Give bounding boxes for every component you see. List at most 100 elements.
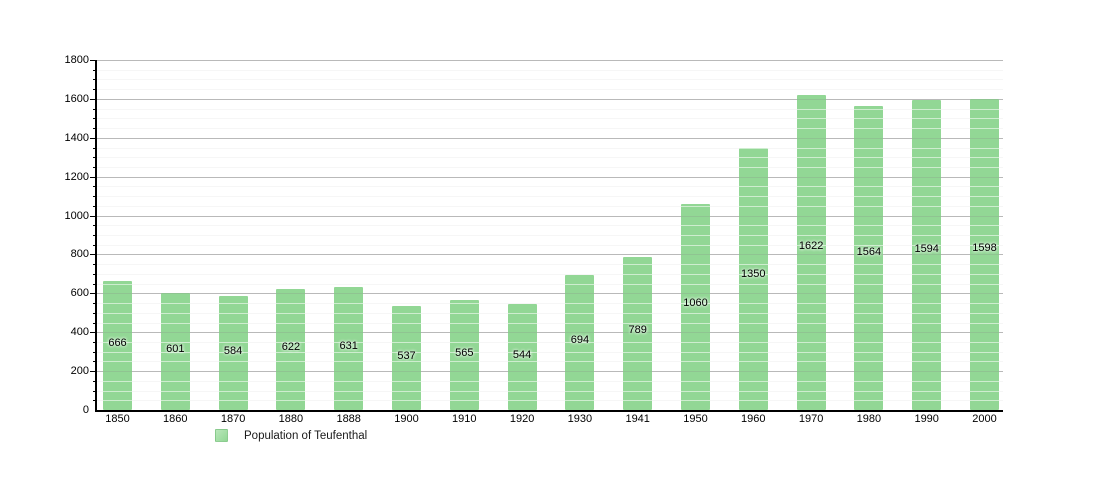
- y-tick-mark: [90, 332, 96, 334]
- x-tick-label: 1970: [798, 413, 824, 425]
- y-tick-mark: [93, 186, 96, 188]
- bar-value-label: 694: [570, 333, 590, 346]
- gridline-overlay: [96, 254, 1003, 256]
- gridline: [96, 215, 1003, 217]
- gridline-overlay: [96, 176, 1003, 178]
- y-tick-mark: [93, 312, 96, 314]
- bar-value-label: 601: [166, 343, 185, 356]
- bar-1860: [160, 293, 190, 410]
- gridline-overlay: [96, 351, 1003, 353]
- gridline: [96, 176, 1003, 178]
- gridline-overlay: [96, 322, 1003, 324]
- y-tick-mark: [90, 371, 96, 373]
- gridline-overlay: [96, 157, 1003, 159]
- y-tick-mark: [93, 166, 96, 168]
- x-axis: [95, 410, 1003, 412]
- y-tick-label: 200: [70, 365, 89, 378]
- gridline-overlay: [96, 128, 1003, 130]
- y-tick-label: 0: [82, 404, 89, 416]
- x-tick-label: 1910: [452, 413, 477, 425]
- y-tick-mark: [90, 137, 96, 139]
- y-tick-label: 400: [70, 326, 89, 339]
- gridline: [96, 293, 1003, 295]
- legend: Population of Teufenthal: [215, 429, 367, 442]
- bar-2000: [970, 99, 999, 410]
- gridline-overlay: [96, 79, 1003, 81]
- legend-label: Population of Teufenthal: [244, 429, 368, 442]
- bar-value-label: 1598: [972, 242, 997, 255]
- y-tick-mark: [93, 273, 96, 275]
- y-tick-mark: [93, 244, 96, 246]
- x-tick-label: 1880: [278, 413, 304, 425]
- gridline-overlay: [96, 303, 1003, 305]
- gridline-overlay: [96, 147, 1003, 149]
- gridline-overlay: [96, 312, 1003, 314]
- bar-value-label: 1594: [914, 242, 939, 255]
- y-tick-label: 1400: [64, 131, 89, 144]
- gridline: [96, 371, 1003, 373]
- y-tick-label: 1000: [64, 209, 89, 222]
- y-tick-mark: [93, 147, 96, 149]
- y-tick-mark: [93, 118, 96, 120]
- y-tick-mark: [93, 69, 96, 71]
- x-tick-label: 1850: [105, 413, 130, 425]
- bar-1990: [912, 100, 942, 410]
- gridline: [96, 332, 1003, 334]
- y-tick-label: 800: [70, 248, 89, 261]
- gridline-overlay: [96, 60, 1003, 61]
- bar-1910: [449, 300, 479, 410]
- y-tick-mark: [93, 108, 96, 110]
- bar-1920: [507, 304, 537, 410]
- x-tick-label: 1860: [163, 413, 188, 425]
- gridline-overlay: [96, 380, 1003, 382]
- y-tick-mark: [93, 400, 96, 402]
- y-tick-mark: [93, 205, 96, 207]
- x-tick-label: 1990: [914, 413, 939, 425]
- y-tick-mark: [93, 341, 96, 343]
- gridline-overlay: [96, 108, 1003, 110]
- y-tick-mark: [93, 225, 96, 227]
- bar-value-label: 631: [339, 340, 358, 353]
- x-tick-label: 2000: [972, 413, 997, 425]
- y-tick-mark: [93, 390, 96, 392]
- y-tick-mark: [90, 215, 96, 217]
- gridline-overlay: [96, 264, 1003, 266]
- gridline: [96, 254, 1003, 256]
- y-tick-label: 600: [70, 287, 89, 300]
- gridline-overlay: [96, 341, 1003, 343]
- bar-value-label: 789: [628, 324, 647, 337]
- y-tick-mark: [93, 351, 96, 353]
- bar-value-label: 537: [397, 349, 416, 362]
- y-tick-mark: [93, 322, 96, 324]
- bar-1888: [334, 287, 364, 410]
- y-tick-mark: [93, 196, 96, 198]
- bar-1980: [854, 105, 884, 410]
- x-tick-label: 1930: [567, 413, 593, 425]
- gridline-overlay: [96, 118, 1003, 120]
- y-tick-mark: [90, 176, 96, 178]
- y-tick-mark: [90, 254, 96, 256]
- y-tick-mark: [93, 264, 96, 266]
- bar-value-label: 666: [108, 336, 127, 349]
- y-tick-mark: [93, 283, 96, 285]
- gridline-overlay: [96, 235, 1003, 236]
- x-tick-label: 1888: [336, 413, 361, 425]
- gridline-overlay: [96, 332, 1003, 334]
- y-tick-label: 1600: [64, 92, 89, 105]
- y-tick-mark: [93, 89, 96, 91]
- bar-value-label: 544: [512, 348, 532, 361]
- gridline-overlay: [96, 196, 1003, 198]
- gridline-overlay: [96, 89, 1003, 91]
- y-tick-mark: [93, 128, 96, 130]
- gridline-overlay: [96, 205, 1003, 207]
- gridline-overlay: [96, 361, 1003, 363]
- gridline-overlay: [96, 166, 1003, 168]
- gridline-overlay: [96, 244, 1003, 246]
- y-tick-label: 1200: [64, 170, 89, 183]
- bar-1850: [103, 280, 132, 410]
- x-tick-label: 1980: [856, 413, 882, 425]
- y-tick-mark: [93, 303, 96, 305]
- bar-value-label: 622: [281, 341, 301, 354]
- y-tick-mark: [93, 380, 96, 382]
